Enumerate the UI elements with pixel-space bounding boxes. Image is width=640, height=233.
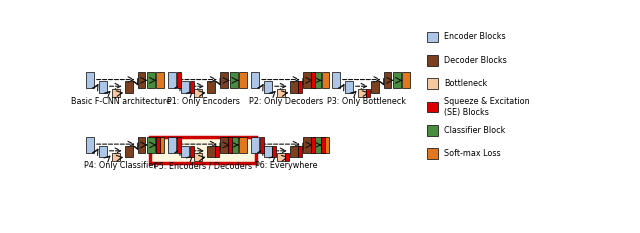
FancyBboxPatch shape [138,137,145,153]
FancyBboxPatch shape [181,146,189,157]
FancyBboxPatch shape [156,137,164,153]
Text: P6: Everywhere: P6: Everywhere [255,161,317,171]
FancyBboxPatch shape [177,137,180,153]
FancyBboxPatch shape [207,81,215,93]
FancyBboxPatch shape [428,102,438,112]
FancyBboxPatch shape [194,89,202,97]
FancyBboxPatch shape [86,72,94,88]
FancyBboxPatch shape [428,148,438,159]
Text: P3: Only Bottleneck: P3: Only Bottleneck [327,97,406,106]
FancyBboxPatch shape [273,146,276,157]
FancyBboxPatch shape [112,153,120,161]
FancyBboxPatch shape [366,89,370,97]
FancyBboxPatch shape [312,72,321,88]
FancyBboxPatch shape [251,72,259,88]
FancyBboxPatch shape [220,137,228,153]
FancyBboxPatch shape [264,81,272,93]
FancyBboxPatch shape [298,81,302,93]
FancyBboxPatch shape [358,89,365,97]
FancyBboxPatch shape [99,81,107,93]
FancyBboxPatch shape [290,81,298,93]
FancyBboxPatch shape [125,81,132,93]
FancyBboxPatch shape [303,72,310,88]
Text: Basic F-CNN architecture: Basic F-CNN architecture [70,97,171,106]
Text: Decoder Blocks: Decoder Blocks [444,56,507,65]
FancyBboxPatch shape [260,137,264,153]
Text: Squeeze & Excitation
(SE) Blocks: Squeeze & Excitation (SE) Blocks [444,97,530,116]
FancyBboxPatch shape [277,153,285,161]
Text: P1: Only Encoders: P1: Only Encoders [166,97,239,106]
FancyBboxPatch shape [138,72,145,88]
FancyBboxPatch shape [177,72,180,88]
FancyBboxPatch shape [303,137,310,153]
FancyBboxPatch shape [125,146,132,157]
FancyBboxPatch shape [311,72,315,88]
FancyBboxPatch shape [86,137,94,153]
FancyBboxPatch shape [285,153,289,161]
FancyBboxPatch shape [230,72,237,88]
Text: Bottleneck: Bottleneck [444,79,487,88]
FancyBboxPatch shape [147,72,156,88]
FancyBboxPatch shape [428,125,438,136]
FancyBboxPatch shape [220,72,228,88]
FancyBboxPatch shape [428,31,438,42]
Text: Soft-max Loss: Soft-max Loss [444,149,500,158]
FancyBboxPatch shape [181,81,189,93]
FancyBboxPatch shape [321,72,330,88]
Text: P4: Only Classifier: P4: Only Classifier [84,161,157,171]
FancyBboxPatch shape [428,55,438,66]
FancyBboxPatch shape [207,146,215,157]
FancyBboxPatch shape [239,137,246,153]
FancyBboxPatch shape [371,81,379,93]
FancyBboxPatch shape [228,137,232,153]
FancyBboxPatch shape [194,153,202,161]
FancyBboxPatch shape [251,137,259,153]
FancyBboxPatch shape [239,72,246,88]
FancyBboxPatch shape [321,137,325,153]
FancyBboxPatch shape [150,137,255,163]
FancyBboxPatch shape [189,146,193,157]
FancyBboxPatch shape [290,146,298,157]
FancyBboxPatch shape [298,146,302,157]
Text: P2: Only Decoders: P2: Only Decoders [249,97,323,106]
FancyBboxPatch shape [112,89,120,97]
FancyBboxPatch shape [147,137,156,153]
FancyBboxPatch shape [321,137,330,153]
FancyBboxPatch shape [156,137,160,153]
Text: Classifier Block: Classifier Block [444,126,506,135]
FancyBboxPatch shape [383,72,392,88]
FancyBboxPatch shape [264,146,272,157]
FancyBboxPatch shape [312,137,321,153]
FancyBboxPatch shape [168,137,176,153]
Text: P5: Encoders / Decoders: P5: Encoders / Decoders [154,161,252,171]
Text: Encoder Blocks: Encoder Blocks [444,32,506,41]
FancyBboxPatch shape [216,146,220,157]
FancyBboxPatch shape [428,78,438,89]
FancyBboxPatch shape [345,81,353,93]
FancyBboxPatch shape [230,137,237,153]
FancyBboxPatch shape [277,89,285,97]
FancyBboxPatch shape [311,137,315,153]
FancyBboxPatch shape [99,146,107,157]
FancyBboxPatch shape [156,72,164,88]
FancyBboxPatch shape [332,72,340,88]
FancyBboxPatch shape [189,81,193,93]
FancyBboxPatch shape [168,72,176,88]
FancyBboxPatch shape [394,72,401,88]
FancyBboxPatch shape [403,72,410,88]
